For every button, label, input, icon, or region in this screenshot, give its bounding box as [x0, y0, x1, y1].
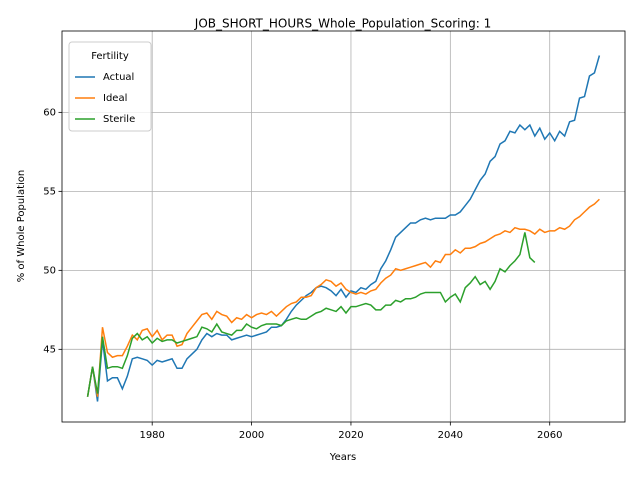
- data-line: [86, 232, 536, 397]
- y-tick-label: 55: [43, 186, 56, 197]
- legend-label: Actual: [103, 72, 134, 83]
- y-axis-label: % of Whole Population: [16, 170, 27, 283]
- legend-label: Ideal: [103, 93, 127, 104]
- x-tick-label: 2000: [239, 430, 264, 441]
- y-tick-label: 50: [43, 265, 56, 276]
- x-tick-label: 2020: [338, 430, 363, 441]
- data-line: [86, 198, 600, 397]
- x-axis-label: Years: [329, 452, 356, 463]
- legend: Fertility Actual Ideal Sterile: [68, 41, 152, 132]
- legend-box: [68, 41, 152, 132]
- x-tick-label: 2060: [537, 430, 562, 441]
- x-tick-label: 2040: [438, 430, 463, 441]
- data-line: [86, 55, 601, 402]
- plot-frame: [61, 30, 626, 423]
- y-tick-label: 45: [43, 344, 56, 355]
- x-tick-label: 1980: [139, 430, 164, 441]
- legend-title: Fertility: [91, 51, 129, 62]
- legend-label: Sterile: [103, 114, 135, 125]
- y-tick-label: 60: [43, 107, 56, 118]
- chart-title: JOB_SHORT_HOURS_Whole_Population_Scoring…: [194, 17, 491, 31]
